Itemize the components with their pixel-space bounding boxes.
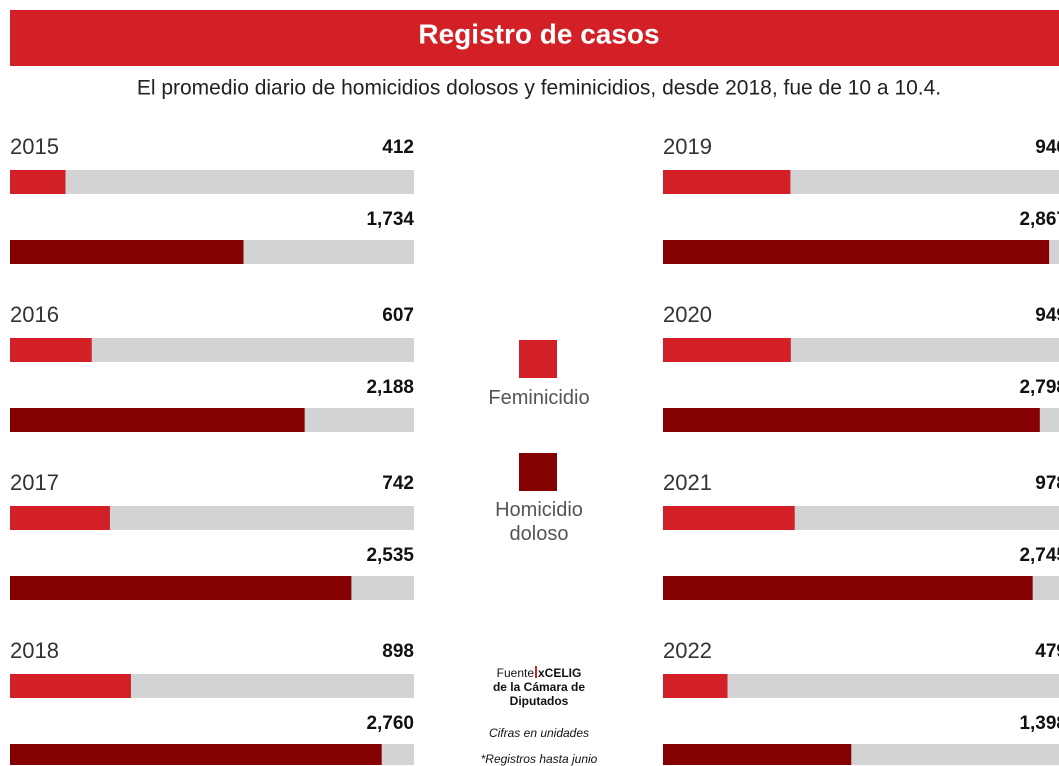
value-label: 946 xyxy=(1035,137,1059,158)
title-bar xyxy=(10,10,1059,66)
legend-label: Homicidio doloso xyxy=(495,499,583,545)
category-label: 2015 xyxy=(10,134,59,159)
bar xyxy=(663,576,1033,600)
value-label: 2,867 xyxy=(1019,209,1059,230)
bar xyxy=(10,408,305,432)
value-label: 479 xyxy=(1035,641,1059,662)
separator xyxy=(535,666,537,678)
source-line: Diputados xyxy=(509,694,569,708)
value-label: 412 xyxy=(382,137,414,158)
bar xyxy=(10,170,66,194)
value-label: 949 xyxy=(1035,305,1059,326)
value-label: 2,535 xyxy=(366,545,414,566)
bar-track xyxy=(10,170,414,194)
value-label: 2,745 xyxy=(1019,545,1059,566)
bar xyxy=(663,408,1040,432)
legend-swatch xyxy=(519,453,557,491)
bar xyxy=(10,576,352,600)
bar-track xyxy=(663,674,1059,698)
bar xyxy=(10,744,382,765)
legend-label: Feminicidio xyxy=(488,387,590,409)
bar xyxy=(663,240,1050,264)
chart-title: Registro de casos xyxy=(418,18,659,49)
value-label: 978 xyxy=(1035,473,1059,494)
category-label: 2017 xyxy=(10,470,59,495)
bar xyxy=(663,338,791,362)
bar xyxy=(663,170,791,194)
bar xyxy=(10,674,131,698)
value-label: 607 xyxy=(382,305,414,326)
source: Fuente xCELIG de la Cámara de Diputados xyxy=(459,666,619,708)
source-line: de la Cámara de xyxy=(492,680,586,694)
category-label: 2021 xyxy=(663,470,712,495)
source-line: xCELIG xyxy=(538,666,582,680)
value-label: 2,760 xyxy=(366,713,414,734)
value-label: 898 xyxy=(382,641,414,662)
bar xyxy=(663,506,795,530)
note: *Registros hasta junio xyxy=(480,752,598,766)
bar xyxy=(10,338,92,362)
category-label: 2018 xyxy=(10,638,59,663)
category-label: 2020 xyxy=(663,302,712,327)
category-label: 2022 xyxy=(663,638,712,663)
value-label: 1,734 xyxy=(366,209,414,230)
legend-swatch xyxy=(519,340,557,378)
value-label: 742 xyxy=(382,473,414,494)
bar xyxy=(10,240,244,264)
source-label: Fuente xyxy=(496,666,534,680)
bar xyxy=(663,744,852,765)
category-label: 2016 xyxy=(10,302,59,327)
bar xyxy=(10,506,110,530)
value-label: 1,398 xyxy=(1019,713,1059,734)
value-label: 2,188 xyxy=(366,377,414,398)
category-label: 2019 xyxy=(663,134,712,159)
value-label: 2,798 xyxy=(1019,377,1059,398)
bar xyxy=(663,674,728,698)
chart-subtitle: El promedio diario de homicidios dolosos… xyxy=(137,77,941,100)
note: Cifras en unidades xyxy=(488,726,590,740)
